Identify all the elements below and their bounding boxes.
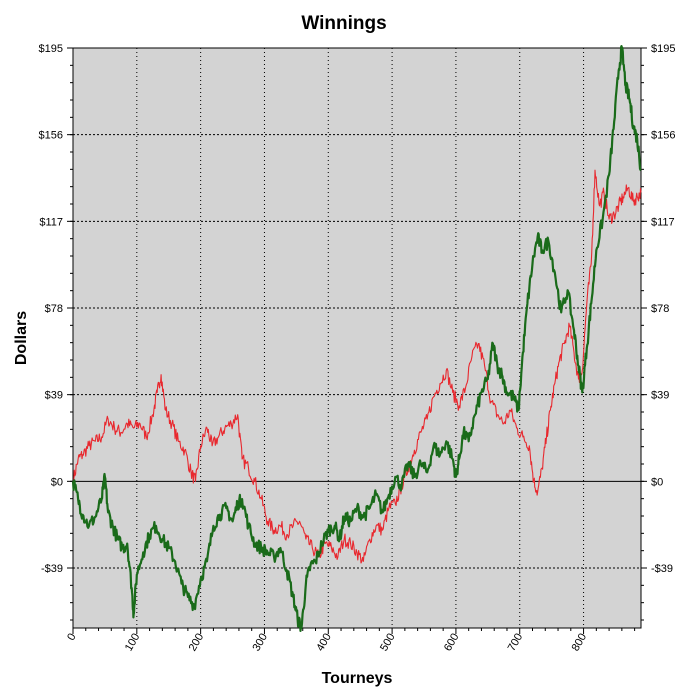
grid-lines bbox=[73, 48, 641, 628]
y-axis-title: Dollars bbox=[13, 311, 30, 365]
y-tick-label-right: -$39 bbox=[651, 563, 673, 575]
y-tick-label-left: -$39 bbox=[41, 563, 63, 575]
y-tick-label-right: $39 bbox=[651, 390, 669, 402]
y-tick-label-left: $195 bbox=[39, 43, 63, 55]
y-tick-label-left: $78 bbox=[45, 303, 63, 315]
plot-area bbox=[72, 47, 642, 629]
series-layer bbox=[71, 45, 642, 632]
y-tick-label-right: $156 bbox=[651, 130, 675, 142]
y-tick-label-right: $78 bbox=[651, 303, 669, 315]
y-tick-label-left: $117 bbox=[39, 216, 63, 228]
y-tick-label-right: $195 bbox=[651, 43, 675, 55]
y-tick-label-left: $39 bbox=[45, 390, 63, 402]
y-tick-label-right: $117 bbox=[651, 216, 675, 228]
series-line-green bbox=[71, 45, 642, 632]
y-tick-label-left: $156 bbox=[39, 130, 63, 142]
x-axis-title: Tourneys bbox=[322, 670, 393, 687]
series-line-red bbox=[72, 169, 642, 564]
axis-ticks bbox=[67, 47, 647, 634]
chart-title: Winnings bbox=[301, 13, 386, 34]
y-tick-label-right: $0 bbox=[651, 476, 663, 488]
x-tick-label: 0 bbox=[65, 632, 78, 643]
y-tick-label-left: $0 bbox=[51, 476, 63, 488]
